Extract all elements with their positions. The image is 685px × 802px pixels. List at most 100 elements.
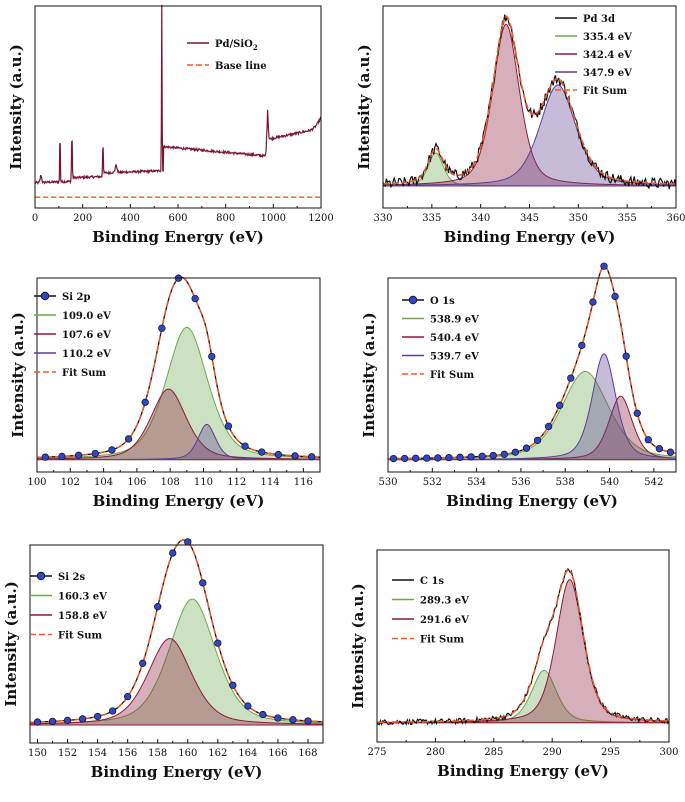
legend-label: Fit Sum	[430, 370, 474, 381]
data-point	[33, 718, 42, 726]
legend-label: 335.4 eV	[583, 32, 632, 43]
legend-item-347-9-ev: 347.9 eV	[555, 68, 632, 79]
legend-label: Si 2p	[62, 292, 90, 303]
x-tick-label: 158	[148, 748, 167, 759]
chart-si2p: 100 102 104 106 108 110 112 114 116 Binding Energ…	[9, 274, 321, 510]
x-tick-label: 400	[121, 213, 140, 224]
x-axis-title: Binding Energy (eV)	[444, 228, 616, 246]
legend-label: Fit Sum	[420, 635, 464, 646]
legend-marker	[408, 295, 418, 305]
legend-label: Si 2s	[58, 572, 85, 583]
legend-item-538-9-ev: 538.9 eV	[402, 315, 479, 326]
legend-item-109-0-ev: 109.0 eV	[34, 311, 111, 322]
component-peak-289-3-ev	[376, 669, 670, 724]
legend-label: 158.8 eV	[58, 611, 107, 622]
y-axis-title: Intensity (a.u.)	[349, 583, 367, 709]
legend-item-539-7-ev: 539.7 eV	[402, 352, 479, 363]
legend-item-289-3-ev: 289.3 eV	[392, 596, 469, 607]
series-line-fit-sum	[382, 16, 677, 185]
x-tick-label: 100	[27, 477, 46, 488]
legend-item-pd-sio: Pd/SiO2	[187, 39, 258, 52]
data-point	[63, 716, 72, 725]
data-point	[74, 451, 83, 459]
chart-o1s: 530 532 534 536 538 540 542 Binding Energy (eV)…	[360, 262, 677, 510]
legend-label: 538.9 eV	[430, 315, 479, 326]
data-point	[108, 446, 116, 454]
data-point	[633, 409, 641, 417]
data-point	[445, 453, 453, 462]
x-tick-label: 200	[73, 213, 92, 224]
x-tick-label: 150	[28, 748, 47, 759]
data-point	[259, 710, 267, 719]
data-point	[500, 450, 508, 458]
legend-item-fit-sum: Fit Sum	[555, 86, 627, 97]
legend-label: 540.4 eV	[430, 333, 479, 344]
data-point	[141, 398, 149, 406]
data-point	[578, 341, 586, 349]
legend-item-107-6-ev: 107.6 eV	[34, 330, 111, 341]
data-point	[224, 422, 233, 430]
data-point	[274, 714, 282, 722]
x-tick-label: 800	[216, 213, 235, 224]
x-tick-label: 340	[471, 213, 490, 224]
data-point	[434, 454, 442, 462]
chart-survey: 0 200 400 600 800 1000 1200 Binding Energy (eV)…	[7, 4, 334, 246]
x-tick-label: 540	[600, 477, 619, 488]
x-tick-label: 335	[422, 213, 441, 224]
data-point	[567, 374, 575, 382]
data-point	[622, 352, 630, 360]
legend-item-fit-sum: Fit Sum	[392, 635, 464, 646]
x-tick-label: 112	[227, 477, 246, 488]
x-tick-label: 110	[194, 477, 213, 488]
legend-label: Pd 3d	[583, 14, 615, 25]
data-point	[258, 448, 266, 456]
component-peak-158-8-ev	[29, 638, 324, 726]
data-point	[456, 453, 464, 461]
y-axis-title: Intensity (a.u.)	[9, 312, 27, 438]
data-point	[241, 442, 249, 450]
data-point	[199, 579, 207, 587]
legend-label: Fit Sum	[58, 631, 102, 642]
x-tick-label: 285	[484, 747, 503, 758]
legend-label: Fit Sum	[62, 368, 106, 379]
data-point	[93, 712, 102, 721]
data-point	[208, 352, 216, 361]
data-point	[478, 452, 486, 460]
x-tick-label: 168	[298, 748, 317, 759]
data-point	[48, 717, 57, 726]
data-point	[41, 453, 49, 461]
legend-label: 347.9 eV	[583, 68, 632, 79]
x-axis-title: Binding Energy (eV)	[92, 228, 264, 246]
y-axis-title: Intensity (a.u.)	[7, 44, 25, 170]
data-point	[91, 449, 99, 458]
x-tick-label: 156	[118, 748, 137, 759]
x-axis-title: Binding Energy (eV)	[93, 492, 265, 510]
x-tick-label: 300	[659, 747, 678, 758]
data-point	[154, 603, 162, 611]
data-point	[544, 422, 553, 431]
x-tick-label: 280	[426, 747, 445, 758]
data-point	[522, 444, 531, 452]
data-point	[274, 450, 283, 459]
chart-c1s: 275 280 285 290 295 300 Binding Energy (eV) Int…	[349, 549, 679, 780]
legend-item-342-4-ev: 342.4 eV	[555, 50, 632, 61]
plot-frame	[29, 544, 324, 744]
x-axis-title: Binding Energy (eV)	[91, 763, 263, 781]
data-point	[412, 454, 420, 462]
x-tick-label: 275	[367, 747, 386, 758]
data-point	[304, 717, 312, 725]
legend-label: Base line	[215, 61, 267, 72]
data-point	[184, 538, 192, 546]
data-point	[489, 451, 497, 460]
legend-item-158-8-ev: 158.8 eV	[30, 611, 107, 622]
x-tick-label: 152	[58, 748, 77, 759]
legend-item-160-3-ev: 160.3 eV	[30, 592, 107, 603]
chart-pd3d: 330 335 340 345 350 355 360 Binding Energy (eV)…	[355, 5, 685, 246]
legend-item-fit-sum: Fit Sum	[30, 631, 102, 642]
x-tick-label: 160	[178, 748, 197, 759]
data-point	[169, 549, 177, 557]
x-tick-label: 104	[94, 477, 113, 488]
x-axis-title: Binding Energy (eV)	[437, 762, 609, 780]
x-tick-label: 108	[161, 477, 180, 488]
